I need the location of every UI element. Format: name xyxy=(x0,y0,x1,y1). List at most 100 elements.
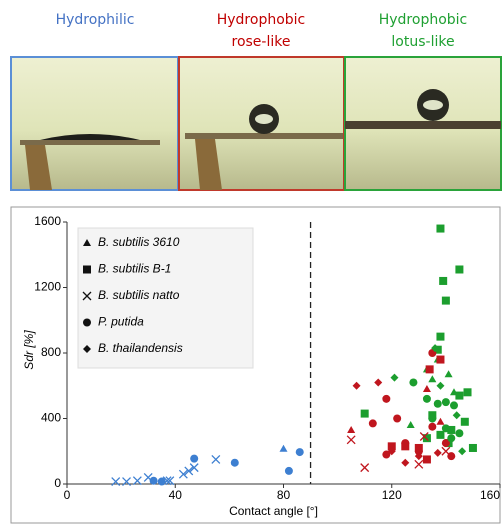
y-tick-label: 1600 xyxy=(34,214,61,228)
point xyxy=(436,224,445,233)
x-axis-label: Contact angle [°] xyxy=(229,504,318,518)
photos xyxy=(10,56,502,191)
labels: Hydrophilic Hydrophobic rose-like Hydrophob… xyxy=(56,12,468,50)
droplet xyxy=(40,134,140,140)
holder xyxy=(25,145,52,190)
point xyxy=(347,425,356,433)
point xyxy=(447,434,456,443)
point xyxy=(149,476,158,485)
point xyxy=(284,466,293,475)
point xyxy=(157,477,166,486)
point xyxy=(190,454,199,463)
point xyxy=(122,477,131,487)
droplet-highlight xyxy=(255,114,273,124)
point xyxy=(436,332,445,341)
legend-label: B. subtilis natto xyxy=(98,288,180,302)
point xyxy=(441,296,450,305)
point xyxy=(436,430,445,439)
point xyxy=(352,381,361,390)
point xyxy=(189,463,199,473)
x-tick-label: 80 xyxy=(277,488,291,502)
point xyxy=(414,452,423,461)
legend-marker xyxy=(83,345,91,353)
point xyxy=(401,458,410,467)
point xyxy=(414,447,423,456)
point xyxy=(165,476,175,486)
point xyxy=(279,444,288,452)
x-tick-label: 120 xyxy=(382,488,402,502)
point xyxy=(393,414,402,423)
point xyxy=(382,450,391,459)
holder xyxy=(195,139,222,190)
point xyxy=(409,378,418,387)
point xyxy=(368,419,377,428)
panel-label: Hydrophilic xyxy=(56,12,135,28)
point xyxy=(387,447,396,456)
point xyxy=(439,276,448,285)
point xyxy=(428,414,437,423)
panel-label: Hydrophobic xyxy=(217,12,306,28)
droplet-highlight xyxy=(423,100,443,110)
point xyxy=(419,432,429,441)
plot: 0 400 800 1200 1600 0 40 80 120 160 Contact angle … xyxy=(22,214,501,518)
point xyxy=(178,469,188,479)
x-tick-label: 0 xyxy=(64,488,71,502)
legend-marker xyxy=(83,239,91,246)
y-tick-label: 0 xyxy=(54,476,61,490)
y-axis-label: Sdr [%] xyxy=(22,330,36,370)
point xyxy=(447,452,456,461)
point xyxy=(463,388,472,397)
legend-marker xyxy=(83,265,91,274)
point xyxy=(295,448,304,457)
point xyxy=(428,375,437,383)
point xyxy=(452,411,461,420)
legend-marker xyxy=(83,318,91,327)
point xyxy=(387,442,396,451)
point xyxy=(436,417,445,425)
legend-marker xyxy=(82,291,92,301)
panel-label: rose-like xyxy=(232,34,291,50)
point xyxy=(360,409,369,418)
legend-label: B. thailandensis xyxy=(98,341,183,355)
point xyxy=(433,399,442,408)
point xyxy=(447,425,456,434)
point xyxy=(433,448,442,457)
chart-frame xyxy=(10,206,501,524)
point xyxy=(346,435,356,445)
point xyxy=(428,422,437,431)
substrate xyxy=(185,133,343,139)
point xyxy=(211,454,221,464)
point xyxy=(132,476,142,486)
point xyxy=(401,439,410,448)
point xyxy=(422,394,431,403)
point xyxy=(360,463,370,473)
point xyxy=(441,439,450,448)
point xyxy=(111,477,121,487)
panel-label: lotus-like xyxy=(391,34,454,50)
y-tick-label: 1200 xyxy=(34,280,61,294)
substrate xyxy=(345,121,501,129)
point xyxy=(414,459,424,469)
point xyxy=(390,373,399,382)
point xyxy=(422,385,431,393)
point xyxy=(425,365,434,374)
x-tick-label: 40 xyxy=(169,488,183,502)
point xyxy=(382,394,391,403)
point xyxy=(184,466,194,476)
point xyxy=(436,381,445,390)
point xyxy=(455,391,464,400)
point xyxy=(422,434,431,443)
substrate xyxy=(20,140,160,145)
x-tick-label: 160 xyxy=(480,488,500,502)
point xyxy=(460,417,469,426)
point xyxy=(406,421,415,429)
legend-label: P. putida xyxy=(98,315,144,329)
point xyxy=(441,398,450,407)
panel-label: Hydrophobic xyxy=(379,12,468,28)
point xyxy=(455,265,464,274)
point xyxy=(374,378,383,387)
point xyxy=(431,344,440,353)
point xyxy=(458,447,467,456)
legend-box xyxy=(77,227,254,369)
